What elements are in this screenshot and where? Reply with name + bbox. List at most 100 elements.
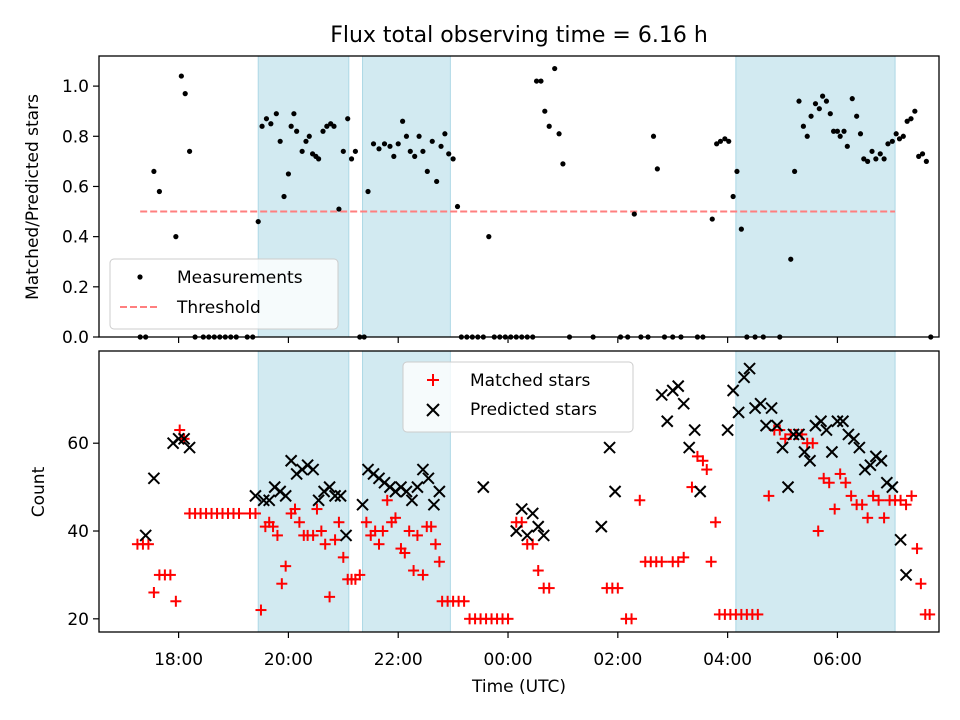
predicted-star-point xyxy=(411,480,424,494)
matched-star-point xyxy=(532,565,544,577)
predicted-star-point xyxy=(759,419,773,432)
predicted-star-point xyxy=(743,362,756,375)
predicted-star-point xyxy=(405,494,419,507)
measurement-point xyxy=(923,158,929,164)
measurement-point xyxy=(259,123,265,129)
x-tick-label: 02:00 xyxy=(593,650,642,670)
measurement-point xyxy=(268,121,274,127)
shaded-interval-2 xyxy=(362,55,451,338)
predicted-star-point xyxy=(139,529,152,542)
measurement-point xyxy=(889,138,895,144)
measurement-point xyxy=(816,106,822,112)
y-tick-label: 0.0 xyxy=(62,328,89,348)
measurements-legend-label: Measurements xyxy=(177,268,303,288)
predicted-star-point xyxy=(427,498,441,511)
measurement-point xyxy=(345,116,351,122)
predicted-star-point xyxy=(608,485,622,498)
matched-star-point xyxy=(812,525,824,537)
measurement-point xyxy=(391,153,397,159)
matched-star-point xyxy=(381,494,393,506)
measurement-point xyxy=(560,161,566,167)
measurement-point xyxy=(376,146,382,152)
predicted-star-point xyxy=(323,480,336,494)
matched-star-point xyxy=(705,556,717,568)
measurement-point xyxy=(255,218,261,225)
predicted-star-point xyxy=(825,445,839,459)
measurement-point xyxy=(486,234,492,240)
matched-star-point xyxy=(148,586,160,598)
measurement-point xyxy=(281,193,287,200)
matched-star-point xyxy=(425,521,437,533)
matched-star-point xyxy=(763,490,775,502)
predicted-star-point xyxy=(672,379,685,393)
bottom-axes-frame xyxy=(98,350,940,633)
predicted-star-point xyxy=(257,494,270,507)
matched-star-point xyxy=(280,560,292,572)
threshold-legend-label: Threshold xyxy=(176,298,261,318)
measurement-point xyxy=(294,128,300,134)
measurement-point xyxy=(556,131,562,137)
x-axis-label: Time (UTC) xyxy=(471,677,566,697)
matched-star-point xyxy=(373,538,385,550)
predicted-star-point xyxy=(515,502,528,516)
measurement-point xyxy=(546,123,552,129)
matched-star-point xyxy=(774,424,786,436)
measurement-point xyxy=(726,138,732,144)
measurement-point xyxy=(861,156,867,162)
matched-star-point xyxy=(823,477,835,489)
predicted-star-point xyxy=(477,480,490,494)
predicted-star-point xyxy=(803,454,817,467)
predicted-star-point xyxy=(831,415,844,428)
measurement-point xyxy=(446,151,452,157)
measurement-point xyxy=(395,141,401,147)
top-legend-box xyxy=(109,258,339,330)
predicted-star-point xyxy=(836,415,850,428)
measurement-point xyxy=(156,188,162,195)
measurement-point xyxy=(316,156,322,162)
y-tick-label: 20 xyxy=(67,610,89,630)
measurement-point xyxy=(429,138,435,144)
measurement-point xyxy=(788,256,794,262)
matched-star-point xyxy=(170,595,182,607)
predicted-star-point xyxy=(693,485,707,498)
measurement-point xyxy=(820,93,826,99)
count-panel: 20 40 60 18:00 20:00 22:00 00:00 02:00 04:00 06:… xyxy=(29,350,940,697)
measurement-point xyxy=(800,123,806,129)
y-tick-label: 0.4 xyxy=(62,228,89,248)
predicted-star-point xyxy=(737,371,751,384)
measurement-point xyxy=(916,153,922,159)
bottom-legend: Matched stars Predicted stars xyxy=(402,361,634,433)
y-tick-label: 40 xyxy=(67,522,89,542)
matched-star-point xyxy=(377,525,389,537)
matched-star-point xyxy=(807,437,819,449)
matched-star-point xyxy=(354,569,366,581)
measurement-point xyxy=(849,96,855,102)
measurement-point xyxy=(303,138,309,144)
predicted-star-point xyxy=(532,520,545,533)
x-tick-label: 00:00 xyxy=(484,650,533,670)
measurement-point xyxy=(738,226,744,232)
predicted-star-point xyxy=(172,432,185,446)
predicted-star-point xyxy=(433,485,446,498)
predicted-legend-label: Predicted stars xyxy=(470,400,597,420)
matched-star-point xyxy=(752,608,764,620)
matched-star-point xyxy=(389,512,401,524)
predicted-star-point xyxy=(422,472,435,485)
predicted-star-point xyxy=(682,441,696,454)
matched-star-point xyxy=(276,578,288,590)
measurement-point xyxy=(841,128,847,134)
measurement-point xyxy=(885,141,891,147)
y-tick-label: 0.2 xyxy=(62,278,89,298)
measurement-point xyxy=(844,143,850,149)
matched-star-point xyxy=(900,499,912,511)
predicted-star-point xyxy=(183,441,196,454)
matched-star-point xyxy=(915,578,927,590)
predicted-star-point xyxy=(661,415,674,428)
predicted-star-point xyxy=(595,520,608,533)
measurement-point xyxy=(533,78,540,84)
measurement-point xyxy=(403,133,410,139)
predicted-star-point xyxy=(177,432,191,446)
predicted-star-point xyxy=(894,533,907,547)
measurement-point xyxy=(830,128,837,134)
